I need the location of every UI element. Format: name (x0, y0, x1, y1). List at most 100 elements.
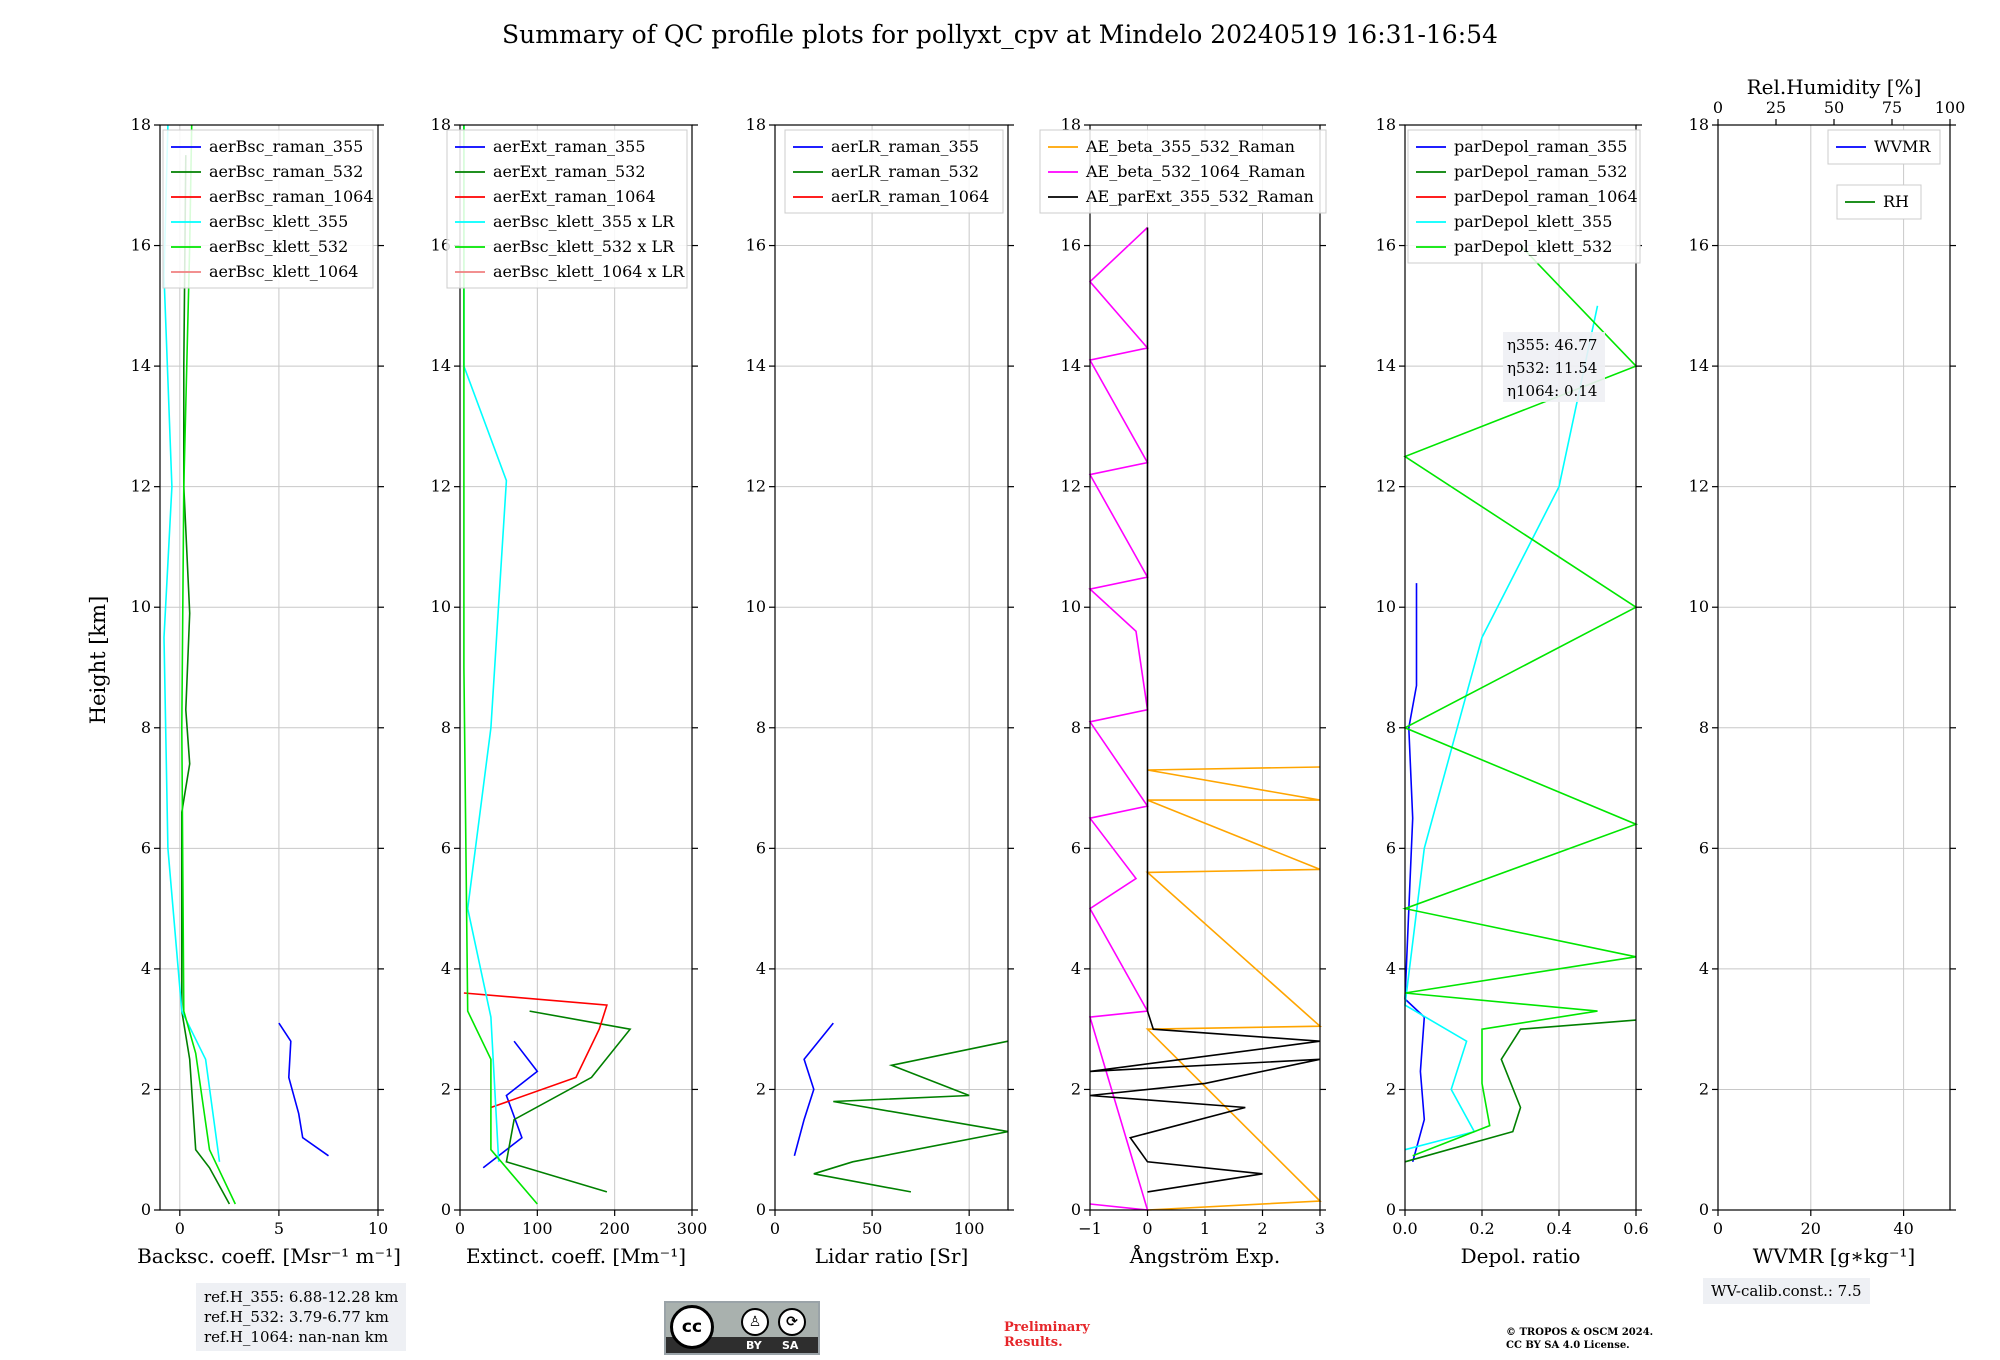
y-tick-label: 10 (1061, 597, 1081, 616)
sa-share-icon: ⟳ (778, 1308, 806, 1336)
series-line-aerLR_raman_532 (813, 1040, 1009, 1193)
legend-label: aerBsc_klett_1064 x LR (493, 262, 685, 281)
y-tick-label: 2 (141, 1079, 151, 1098)
y-tick-label: 8 (1386, 718, 1396, 737)
y-tick-label: 12 (1689, 477, 1709, 496)
x-axis-label: Lidar ratio [Sr] (815, 1244, 969, 1268)
series-line-AE_beta_532_1064_Raman (1088, 226, 1149, 1211)
x-tick-label: 0 (1142, 1219, 1152, 1238)
series-line-parDepol_klett_532 (1402, 245, 1639, 1157)
cc-logo-icon: cc (670, 1305, 714, 1349)
axes-frame (159, 124, 379, 1211)
preliminary-note: Preliminary Results. (1004, 1320, 1090, 1350)
series-line-aerLR_raman_355 (793, 1022, 834, 1157)
legend-label: parDepol_raman_355 (1454, 137, 1627, 156)
y-tick-label: 6 (756, 838, 766, 857)
top-x-tick-label: 100 (1935, 98, 1966, 117)
y-tick-label: 14 (746, 356, 766, 375)
legend-label: AE_parExt_355_532_Raman (1085, 187, 1314, 206)
y-tick-label: 4 (441, 959, 451, 978)
series-line-aerBsc_raman_355 (278, 1022, 329, 1157)
legend-label: aerExt_raman_355 (493, 137, 646, 156)
reference-heights-box: ref.H_355: 6.88-12.28 km ref.H_532: 3.79… (196, 1283, 407, 1351)
x-tick-label: 300 (677, 1219, 708, 1238)
panel-extinction: 0 100 200 300 0 2 4 6 8 10 12 14 16 18 Extinct. coeff.… (431, 115, 708, 1268)
x-tick-label: 0.4 (1546, 1219, 1571, 1238)
series-line-aerBsc_klett_355 (163, 124, 221, 1162)
y-tick-label: 16 (1689, 236, 1709, 255)
x-axis-label: WVMR [g∗kg⁻¹] (1753, 1244, 1915, 1268)
y-tick-label: 6 (441, 838, 451, 857)
axes-frame (1717, 124, 1951, 1211)
x-axis-label: Extinct. coeff. [Mm⁻¹] (466, 1244, 686, 1268)
y-tick-label: 6 (1386, 838, 1396, 857)
y-tick-label: 12 (1376, 477, 1396, 496)
legend-label: aerBsc_raman_532 (209, 162, 363, 181)
y-tick-label: 2 (1699, 1079, 1709, 1098)
y-tick-label: 14 (1376, 356, 1396, 375)
legend-label: aerExt_raman_1064 (493, 187, 656, 206)
x-axis-label: Depol. ratio (1461, 1244, 1581, 1268)
y-tick-label: 12 (431, 477, 451, 496)
y-tick-label: 0 (441, 1200, 451, 1219)
panel-lidar_ratio: 0 50 100 0 2 4 6 8 10 12 14 16 18 Lidar ratio [Sr] aer… (746, 115, 1014, 1268)
ref-height-355: ref.H_355: 6.88-12.28 km (204, 1288, 399, 1306)
series-line-AE_parExt_355_532_Raman (1089, 227, 1321, 1193)
y-tick-label: 8 (1071, 718, 1081, 737)
figure-title: Summary of QC profile plots for pollyxt_… (502, 20, 1498, 49)
y-tick-label: 6 (1699, 838, 1709, 857)
y-tick-label: 2 (1386, 1079, 1396, 1098)
y-tick-label: 6 (141, 838, 151, 857)
wv-calib-box: WV-calib.const.: 7.5 (1703, 1278, 1870, 1304)
ref-height-1064: ref.H_1064: nan-nan km (204, 1328, 389, 1346)
license-note: © TROPOS & OSCM 2024. CC BY SA 4.0 Licen… (1506, 1326, 1653, 1352)
legend-label: aerLR_raman_532 (831, 162, 979, 181)
y-tick-label: 0 (756, 1200, 766, 1219)
y-tick-label: 2 (1071, 1079, 1081, 1098)
y-tick-label: 16 (431, 236, 451, 255)
top-x-tick-label: 0 (1713, 98, 1723, 117)
x-tick-label: 0.0 (1392, 1219, 1417, 1238)
x-tick-label: 100 (522, 1219, 553, 1238)
y-tick-label: 0 (1071, 1200, 1081, 1219)
annotation-eta: η355: 46.77 (1507, 336, 1597, 354)
annotation-eta: η532: 11.54 (1507, 359, 1597, 377)
y-tick-label: 0 (1386, 1200, 1396, 1219)
top-x-tick-label: 75 (1882, 98, 1902, 117)
series-line-AE_beta_355_532_Raman (1145, 766, 1323, 1211)
y-tick-label: 14 (1061, 356, 1081, 375)
license-line-1: © TROPOS & OSCM 2024. (1506, 1327, 1654, 1338)
y-tick-label: 4 (1699, 959, 1709, 978)
by-person-icon: ♙ (741, 1308, 769, 1336)
x-tick-label: 20 (1801, 1219, 1821, 1238)
legend-label: RH (1883, 192, 1909, 211)
x-tick-label: −1 (1078, 1219, 1102, 1238)
legend-label: aerBsc_klett_355 (209, 212, 348, 231)
y-tick-label: 10 (1689, 597, 1709, 616)
legend-label: parDepol_klett_532 (1454, 237, 1612, 256)
series-line-aerExt_raman_532 (505, 1010, 632, 1193)
x-tick-label: 0 (455, 1219, 465, 1238)
y-tick-label: 16 (1376, 236, 1396, 255)
legend-label: aerBsc_klett_355 x LR (493, 212, 675, 231)
y-tick-label: 0 (1699, 1200, 1709, 1219)
x-axis-label: Backsc. coeff. [Msr⁻¹ m⁻¹] (137, 1244, 401, 1268)
x-tick-label: 0 (1713, 1219, 1723, 1238)
y-tick-label: 18 (431, 115, 451, 134)
y-tick-label: 4 (1386, 959, 1396, 978)
legend-label: aerBsc_klett_1064 (209, 262, 358, 281)
x-tick-label: 100 (954, 1219, 985, 1238)
y-tick-label: 4 (756, 959, 766, 978)
y-tick-label: 12 (1061, 477, 1081, 496)
x-tick-label: 0 (770, 1219, 780, 1238)
legend-label: aerLR_raman_355 (831, 137, 979, 156)
legend-label: aerBsc_klett_532 x LR (493, 237, 675, 256)
y-tick-label: 10 (431, 597, 451, 616)
y-tick-label: 10 (746, 597, 766, 616)
x-tick-label: 10 (368, 1219, 388, 1238)
panel-depol: 0.0 0.2 0.4 0.6 0 2 4 6 8 10 12 14 16 18 Depol. ratio p… (1376, 115, 1649, 1268)
series-line-aerExt_raman_1064 (463, 992, 608, 1109)
legend-box (162, 129, 374, 289)
y-tick-label: 12 (746, 477, 766, 496)
